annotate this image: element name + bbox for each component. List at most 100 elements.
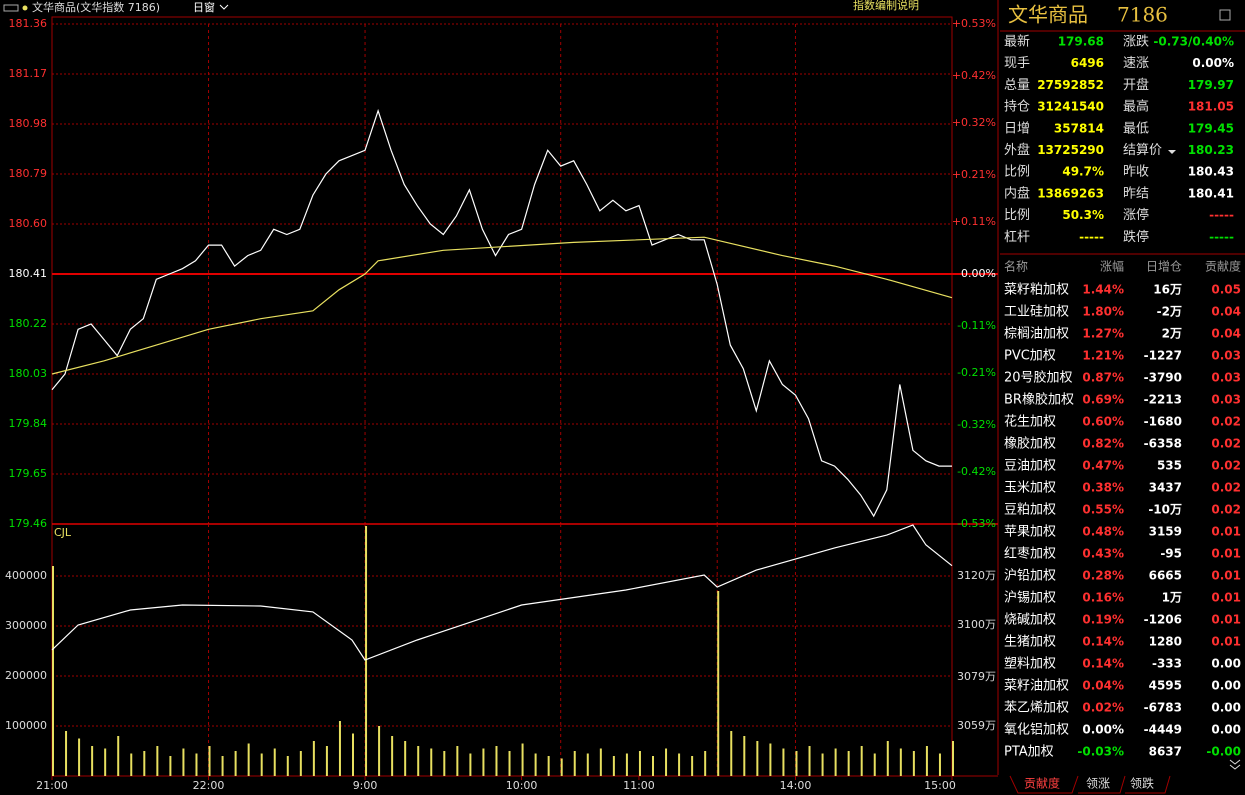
tab[interactable]: 领涨 xyxy=(1086,776,1110,791)
quote-label: 最高 xyxy=(1123,99,1149,115)
y-tick-label: 179.84 xyxy=(9,417,48,430)
table-cell: 花生加权 xyxy=(1004,414,1056,430)
quote-label: 现手 xyxy=(1004,56,1030,71)
x-tick-label: 9:00 xyxy=(353,779,378,792)
y-tick-label: 180.03 xyxy=(9,367,48,380)
y-tick-label: 400000 xyxy=(5,569,47,582)
table-cell: 0.14% xyxy=(1082,657,1124,671)
table-cell: 红枣加权 xyxy=(1004,546,1056,562)
quote-value: 49.7% xyxy=(1062,165,1104,179)
y2-tick-label: 3059万 xyxy=(957,719,996,732)
tab[interactable]: 贡献度 xyxy=(1024,776,1060,791)
panel-code: 7186 xyxy=(1117,3,1168,27)
table-cell: 0.04% xyxy=(1082,679,1124,693)
panel-title: 文华商品 xyxy=(1008,3,1088,27)
table-cell: 0.82% xyxy=(1082,437,1124,451)
table-cell: 0.14% xyxy=(1082,635,1124,649)
quote-label: 开盘 xyxy=(1123,77,1149,93)
table-cell: 豆粕加权 xyxy=(1004,502,1056,518)
quote-label: 最新 xyxy=(1004,34,1030,50)
table-cell: 0.47% xyxy=(1082,459,1124,473)
table-cell: 0.01 xyxy=(1211,547,1241,561)
table-cell: 0.01 xyxy=(1211,613,1241,627)
table-cell: 0.00 xyxy=(1211,723,1241,737)
y-tick-label: 181.17 xyxy=(9,67,48,80)
x-tick-label: 22:00 xyxy=(193,779,225,792)
quote-label: 最低 xyxy=(1123,121,1149,136)
series-line xyxy=(51,236,953,375)
table-cell: 豆油加权 xyxy=(1004,458,1056,474)
table-cell: 烧碱加权 xyxy=(1004,612,1056,628)
table-cell: 橡胶加权 xyxy=(1004,436,1056,452)
table-cell: 0.00 xyxy=(1211,657,1241,671)
y-tick-label: 100000 xyxy=(5,719,47,732)
quote-value: 31241540 xyxy=(1037,100,1104,114)
table-cell: 0.00% xyxy=(1082,723,1124,737)
tab[interactable]: 领跌 xyxy=(1130,776,1154,791)
table-cell: 0.48% xyxy=(1082,525,1124,539)
y2-tick-label: 3100万 xyxy=(957,618,996,631)
quote-value: 180.43 xyxy=(1188,165,1234,179)
table-cell: 1万 xyxy=(1162,591,1182,605)
quote-value: 0.00% xyxy=(1192,56,1234,70)
y-tick-label: 181.36 xyxy=(9,17,48,30)
help-link[interactable]: 指数编制说明 xyxy=(853,0,919,12)
y-tick-label: 180.60 xyxy=(9,217,48,230)
table-cell: 0.02 xyxy=(1211,437,1241,451)
quote-value: -0.73/0.40% xyxy=(1153,35,1234,49)
menu-icon[interactable] xyxy=(3,4,19,12)
y2-tick-label: +0.21% xyxy=(952,168,996,181)
series-line xyxy=(51,108,952,518)
table-cell: 0.19% xyxy=(1082,613,1124,627)
table-cell: -6783 xyxy=(1144,701,1182,715)
table-cell: 生猪加权 xyxy=(1004,634,1056,650)
table-cell: 苯乙烯加权 xyxy=(1004,700,1069,716)
table-cell: -0.00 xyxy=(1206,745,1241,759)
table-cell: 0.02 xyxy=(1211,415,1241,429)
table-cell: 0.43% xyxy=(1082,547,1124,561)
window-menu[interactable]: 日窗 xyxy=(193,0,215,14)
quote-label: 结算价 xyxy=(1123,143,1162,158)
table-cell: 0.02% xyxy=(1082,701,1124,715)
quote-label: 比例 xyxy=(1004,165,1030,180)
table-cell: -0.03% xyxy=(1077,745,1124,759)
quote-label: 持仓 xyxy=(1004,100,1030,115)
quote-value: 357814 xyxy=(1054,121,1104,135)
quote-value: 181.05 xyxy=(1188,100,1234,114)
table-cell: -2万 xyxy=(1157,305,1182,319)
table-cell: 1.44% xyxy=(1082,283,1124,297)
table-cell: 6665 xyxy=(1149,569,1182,583)
y2-tick-label: +0.42% xyxy=(952,69,996,82)
y-tick-label: 180.41 xyxy=(9,267,48,280)
table-cell: 1280 xyxy=(1149,635,1182,649)
table-cell: 20号胶加权 xyxy=(1004,370,1073,386)
quote-value: 180.41 xyxy=(1188,186,1234,200)
quote-value: 179.97 xyxy=(1188,78,1234,92)
dropdown-arrow[interactable] xyxy=(219,4,229,10)
y-tick-label: 180.98 xyxy=(9,117,48,130)
table-cell: BR橡胶加权 xyxy=(1004,392,1074,408)
panel-menu[interactable] xyxy=(1219,9,1231,21)
table-cell: 1.80% xyxy=(1082,305,1124,319)
table-cell: 4595 xyxy=(1149,679,1182,693)
table-header: 名称 xyxy=(1004,259,1028,274)
y2-tick-label: -0.32% xyxy=(957,418,996,431)
y2-tick-label: -0.53% xyxy=(957,517,996,530)
y-tick-label: 179.65 xyxy=(9,467,48,480)
table-cell: 1.21% xyxy=(1082,349,1124,363)
quote-label: 杠杆 xyxy=(1004,229,1030,245)
scroll-arrow[interactable] xyxy=(1229,759,1241,770)
table-cell: -1680 xyxy=(1144,415,1182,429)
table-cell: 0.02 xyxy=(1211,503,1241,517)
table-header: 日增仓 xyxy=(1146,260,1182,274)
table-cell: PTA加权 xyxy=(1004,744,1054,760)
table-cell: 0.16% xyxy=(1082,591,1124,605)
series-line xyxy=(51,524,953,661)
table-cell: 0.69% xyxy=(1082,393,1124,407)
instrument-label: 文华商品(文华指数 7186) xyxy=(32,0,160,14)
settle-arrow[interactable] xyxy=(1168,150,1176,154)
table-cell: 1.27% xyxy=(1082,327,1124,341)
x-tick-label: 11:00 xyxy=(623,779,655,792)
quote-label: 总量 xyxy=(1004,78,1030,93)
table-cell: -3790 xyxy=(1144,371,1182,385)
